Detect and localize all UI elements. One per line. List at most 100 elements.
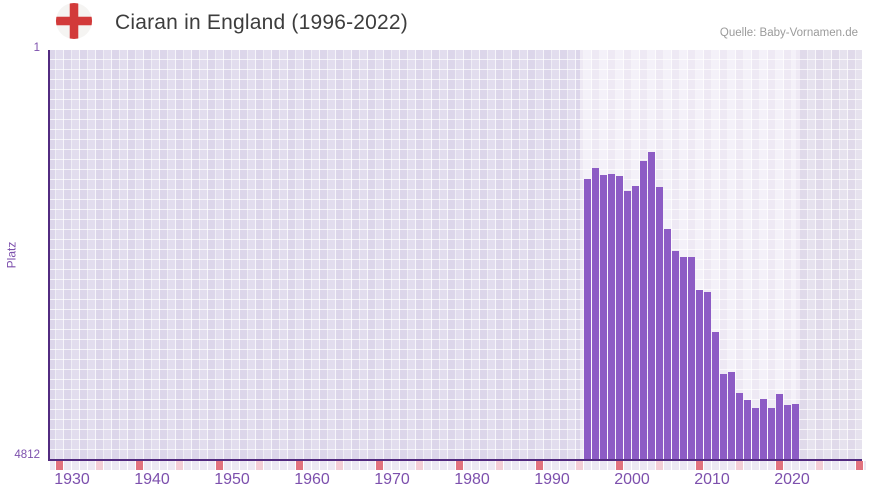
year-tick-cell-1996 <box>584 461 591 470</box>
year-tick-cell-2005 <box>656 461 663 470</box>
year-tick-cell-1978 <box>440 461 447 470</box>
year-tick-cell-1929 <box>50 461 55 470</box>
x-axis-line <box>48 459 862 461</box>
year-tick-cell-2026 <box>824 461 831 470</box>
year-tick-cell-1965 <box>336 461 343 470</box>
bar-2003[interactable] <box>640 161 647 460</box>
x-axis-labels: 1930 1940 1950 1960 1970 1980 1990 2000 2010 2020 <box>50 471 870 493</box>
bar-2007[interactable] <box>672 251 679 460</box>
x-axis-label-1970: 1970 <box>374 471 410 488</box>
year-tick-cell-1997 <box>592 461 599 470</box>
bar-2013[interactable] <box>720 374 727 460</box>
year-tick-cell-1932 <box>72 461 79 470</box>
bar-2012[interactable] <box>712 332 719 460</box>
year-tick-cell-1979 <box>448 461 455 470</box>
year-tick-cell-1994 <box>568 461 575 470</box>
bar-2001[interactable] <box>624 191 631 460</box>
bar-2009[interactable] <box>688 257 695 460</box>
x-axis-tick-band <box>50 461 866 470</box>
year-tick-cell-1947 <box>192 461 199 470</box>
year-tick-cell-2001 <box>624 461 631 470</box>
bar-2017[interactable] <box>752 408 759 460</box>
year-tick-cell-2004 <box>648 461 655 470</box>
year-tick-cell-1937 <box>112 461 119 470</box>
bar-2008[interactable] <box>680 257 687 460</box>
year-tick-cell-1963 <box>320 461 327 470</box>
bar-2002[interactable] <box>632 186 639 460</box>
bar-2005[interactable] <box>656 187 663 460</box>
year-tick-cell-2009 <box>688 461 695 470</box>
year-tick-cell-2013 <box>720 461 727 470</box>
year-tick-cell-2006 <box>664 461 671 470</box>
bar-1997[interactable] <box>592 168 599 460</box>
year-tick-cell-2029 <box>848 461 855 470</box>
year-tick-cell-1983 <box>480 461 487 470</box>
bar-2010[interactable] <box>696 290 703 460</box>
year-tick-cell-1940 <box>136 461 143 470</box>
bar-2000[interactable] <box>616 176 623 460</box>
year-tick-cell-1993 <box>560 461 567 470</box>
year-tick-cell-1935 <box>96 461 103 470</box>
year-tick-cell-1987 <box>512 461 519 470</box>
year-tick-cell-1967 <box>352 461 359 470</box>
year-tick-cell-1952 <box>232 461 239 470</box>
year-tick-cell-1995 <box>576 461 583 470</box>
year-tick-cell-2027 <box>832 461 839 470</box>
year-tick-cell-1950 <box>216 461 223 470</box>
year-tick-cell-1968 <box>360 461 367 470</box>
year-tick-cell-1960 <box>296 461 303 470</box>
bar-series <box>50 50 862 460</box>
bar-2018[interactable] <box>760 399 767 460</box>
year-tick-cell-1945 <box>176 461 183 470</box>
year-tick-cell-2008 <box>680 461 687 470</box>
year-tick-cell-2003 <box>640 461 647 470</box>
year-tick-cell-1938 <box>120 461 127 470</box>
year-tick-cell-2030 <box>856 461 863 470</box>
year-tick-cell-2018 <box>760 461 767 470</box>
x-axis-label-1980: 1980 <box>454 471 490 488</box>
bar-2021[interactable] <box>784 405 791 460</box>
bar-2020[interactable] <box>776 394 783 460</box>
year-tick-cell-2016 <box>744 461 751 470</box>
y-axis-line <box>48 50 50 461</box>
bar-2019[interactable] <box>768 408 775 460</box>
x-axis-label-1990: 1990 <box>534 471 570 488</box>
x-axis-label-2010: 2010 <box>694 471 730 488</box>
year-tick-cell-1942 <box>152 461 159 470</box>
year-tick-cell-1990 <box>536 461 543 470</box>
bar-1999[interactable] <box>608 174 615 460</box>
bar-2022[interactable] <box>792 404 799 460</box>
year-tick-cell-1949 <box>208 461 215 470</box>
year-tick-cell-2019 <box>768 461 775 470</box>
year-tick-cell-1969 <box>368 461 375 470</box>
year-tick-cell-2002 <box>632 461 639 470</box>
england-flag-icon <box>55 2 93 40</box>
year-tick-cell-1970 <box>376 461 383 470</box>
bar-1998[interactable] <box>600 175 607 460</box>
bar-2004[interactable] <box>648 152 655 460</box>
year-tick-cell-1930 <box>56 461 63 470</box>
year-tick-cell-2011 <box>704 461 711 470</box>
year-tick-cell-1998 <box>600 461 607 470</box>
bar-2015[interactable] <box>736 393 743 460</box>
year-tick-cell-1971 <box>384 461 391 470</box>
year-tick-cell-1933 <box>80 461 87 470</box>
year-tick-cell-1988 <box>520 461 527 470</box>
year-tick-cell-1944 <box>168 461 175 470</box>
y-axis-tick-bottom: 4812 <box>14 449 40 461</box>
bar-1996[interactable] <box>584 179 591 460</box>
year-tick-cell-1936 <box>104 461 111 470</box>
year-tick-cell-1959 <box>288 461 295 470</box>
year-tick-cell-1984 <box>488 461 495 470</box>
bar-2014[interactable] <box>728 372 735 460</box>
year-tick-cell-1957 <box>272 461 279 470</box>
bar-2011[interactable] <box>704 292 711 460</box>
bar-2016[interactable] <box>744 400 751 460</box>
bar-2006[interactable] <box>664 229 671 460</box>
x-axis-label-1950: 1950 <box>214 471 250 488</box>
year-tick-cell-2017 <box>752 461 759 470</box>
year-tick-cell-1946 <box>184 461 191 470</box>
year-tick-cell-2024 <box>808 461 815 470</box>
y-axis-title: Platz <box>4 241 18 269</box>
year-tick-cell-1980 <box>456 461 463 470</box>
